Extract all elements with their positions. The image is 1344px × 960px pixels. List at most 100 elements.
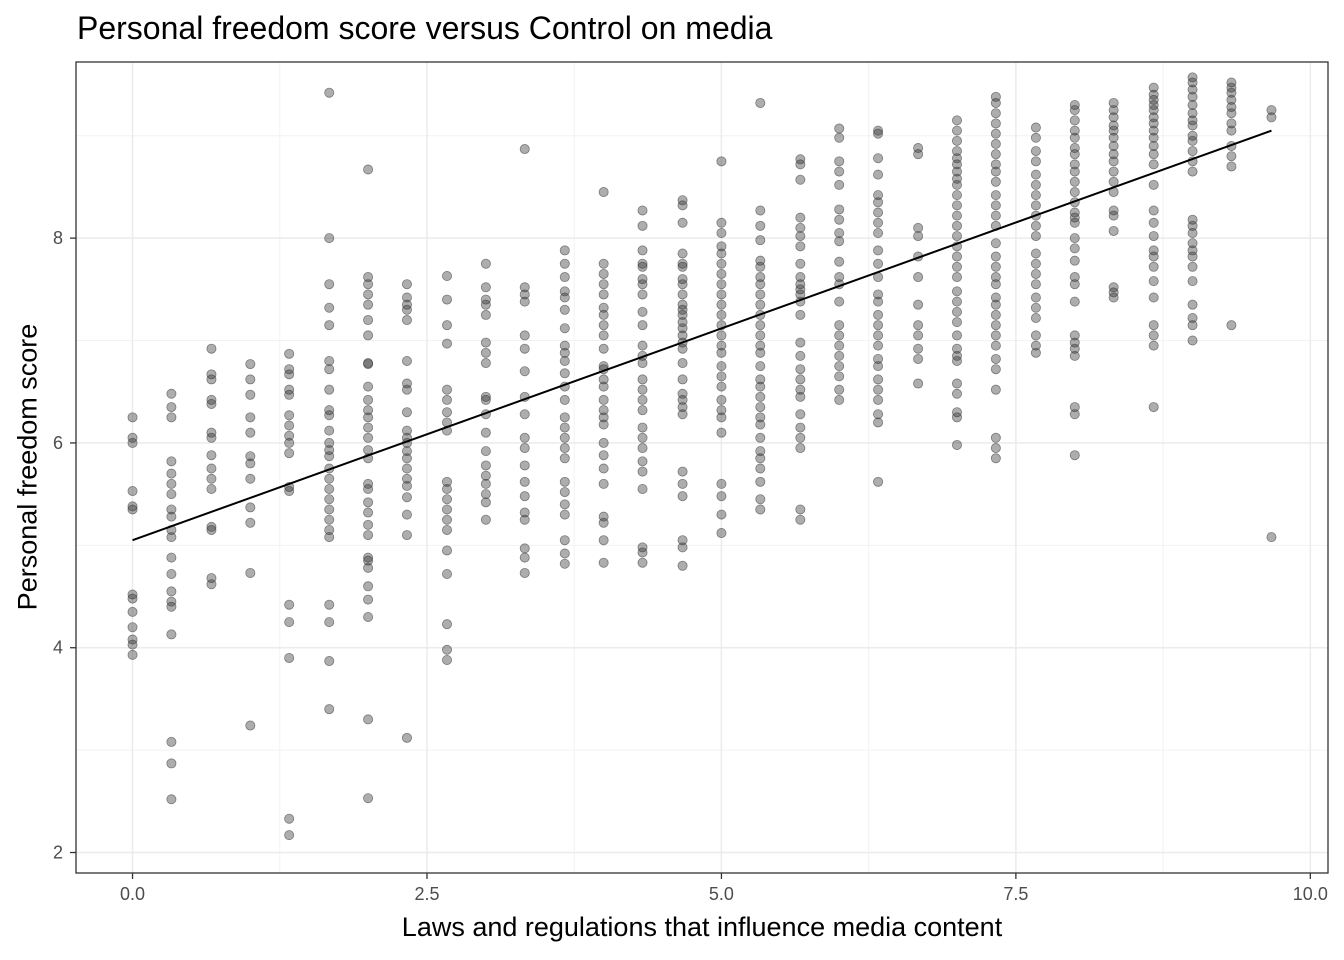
data-point [677, 535, 688, 546]
data-point [677, 261, 688, 272]
data-point [363, 405, 374, 416]
data-point [873, 289, 884, 300]
data-point [206, 450, 217, 461]
data-point [637, 289, 648, 300]
data-point [324, 514, 335, 525]
data-point [873, 340, 884, 351]
data-point [324, 320, 335, 331]
data-point [442, 655, 453, 666]
data-point [1226, 151, 1237, 162]
data-point [519, 330, 530, 341]
data-point [1187, 299, 1198, 310]
data-point [637, 557, 648, 568]
x-axis-title: Laws and regulations that influence medi… [401, 912, 1003, 942]
data-point [716, 405, 727, 416]
data-point [598, 405, 609, 416]
data-point [795, 258, 806, 269]
data-point [990, 97, 1001, 108]
data-point [1187, 261, 1198, 272]
data-point [480, 460, 491, 471]
data-point [559, 323, 570, 334]
data-point [951, 125, 962, 136]
data-point [1187, 251, 1198, 262]
data-point [1030, 268, 1041, 279]
data-point [990, 261, 1001, 272]
data-point [1069, 115, 1080, 126]
data-point [990, 128, 1001, 139]
data-point [637, 394, 648, 405]
data-point [1030, 347, 1041, 358]
data-point [127, 634, 138, 645]
y-tick-label: 2 [53, 843, 63, 863]
data-point [519, 476, 530, 487]
data-point [363, 279, 374, 290]
data-point [1187, 77, 1198, 88]
data-point [442, 407, 453, 418]
data-point [637, 443, 648, 454]
data-point [716, 361, 727, 372]
data-point [795, 174, 806, 185]
data-point [324, 302, 335, 313]
data-point [1187, 72, 1198, 83]
data-point [637, 384, 648, 395]
data-point [401, 463, 412, 474]
data-point [1187, 276, 1198, 287]
data-point [206, 484, 217, 495]
data-point [166, 601, 177, 612]
data-point [873, 374, 884, 385]
data-point [127, 649, 138, 660]
data-point [324, 599, 335, 610]
data-point [442, 394, 453, 405]
data-point [519, 443, 530, 454]
data-point [951, 356, 962, 367]
data-point [1187, 146, 1198, 157]
data-point [755, 289, 766, 300]
data-point [559, 347, 570, 358]
data-point [1187, 108, 1198, 119]
data-point [559, 356, 570, 367]
data-point [559, 558, 570, 569]
data-point [755, 374, 766, 385]
data-point [990, 443, 1001, 454]
data-point [873, 228, 884, 239]
data-point [1069, 149, 1080, 160]
data-point [559, 292, 570, 303]
data-point [755, 320, 766, 331]
data-point [795, 154, 806, 165]
trend-line [132, 129, 1272, 542]
data-point [1226, 94, 1237, 105]
data-point [755, 432, 766, 443]
data-point [1069, 279, 1080, 290]
data-point [284, 830, 295, 841]
data-point [755, 494, 766, 505]
data-point [716, 427, 727, 438]
x-tick-label: 0.0 [120, 884, 145, 904]
data-point [401, 425, 412, 436]
data-point [284, 652, 295, 663]
data-point [677, 542, 688, 553]
data-point [519, 552, 530, 563]
data-point [1108, 125, 1119, 136]
data-point [677, 309, 688, 320]
data-point [519, 543, 530, 554]
data-point [559, 499, 570, 510]
data-point [951, 306, 962, 317]
data-point [1187, 120, 1198, 131]
data-point [1069, 233, 1080, 244]
data-point [677, 343, 688, 354]
data-point [245, 517, 256, 528]
data-point [166, 402, 177, 413]
data-point [559, 432, 570, 443]
data-point [1069, 255, 1080, 266]
data-point [519, 289, 530, 300]
data-point [716, 241, 727, 252]
data-point [442, 494, 453, 505]
y-axis-title: Personal freedom score [12, 323, 43, 611]
data-point [324, 524, 335, 535]
data-point [951, 439, 962, 450]
x-tick-label: 2.5 [414, 884, 439, 904]
data-point [755, 97, 766, 108]
data-point [284, 348, 295, 359]
data-point [755, 340, 766, 351]
data-point [363, 612, 374, 623]
